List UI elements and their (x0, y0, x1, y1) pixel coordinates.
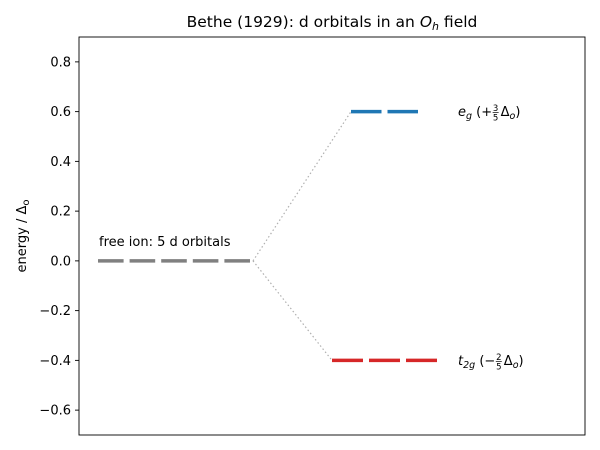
y-tick-label: 0.0 (50, 254, 71, 269)
label-t_2g: t2g (− 25 Δo) (458, 353, 524, 373)
label-t_2g-tail: Δo) (504, 354, 524, 371)
y-tick-label: 0.2 (50, 205, 71, 220)
free-ion-label: free ion: 5 d orbitals (99, 235, 231, 250)
chart-title: Bethe (1929): d orbitals in an Oh field (187, 13, 478, 33)
energy-levels (98, 109, 437, 363)
label-e_g-tail: Δo) (501, 105, 521, 122)
connector-lines (252, 111, 352, 361)
y-tick-label: −0.2 (39, 304, 71, 319)
label-e_g-text: eg (+ (458, 105, 492, 122)
y-tick-label: −0.4 (39, 354, 71, 369)
plot-frame (78, 36, 586, 436)
connector-e_g (252, 111, 352, 262)
label-t_2g-text: t2g (− (458, 354, 495, 371)
label-e_g: eg (+ 35 Δo) (458, 104, 520, 124)
y-tick-label: −0.6 (39, 404, 71, 419)
y-axis-label: energy / Δo (15, 200, 32, 273)
y-tick-label: 0.8 (50, 55, 71, 70)
label-t_2g-numerator: 2 (496, 353, 501, 363)
label-t_2g-denominator: 5 (496, 362, 501, 372)
y-tick-label: 0.6 (50, 105, 71, 120)
y-tick-label: 0.4 (50, 155, 71, 170)
label-e_g-denominator: 5 (493, 114, 498, 124)
connector-t_2g (252, 260, 333, 361)
label-e_g-numerator: 3 (493, 104, 498, 114)
y-axis: −0.6 −0.4 −0.2 0.0 0.2 0.4 0.6 0.8 (39, 55, 79, 419)
plot-background (79, 37, 585, 435)
